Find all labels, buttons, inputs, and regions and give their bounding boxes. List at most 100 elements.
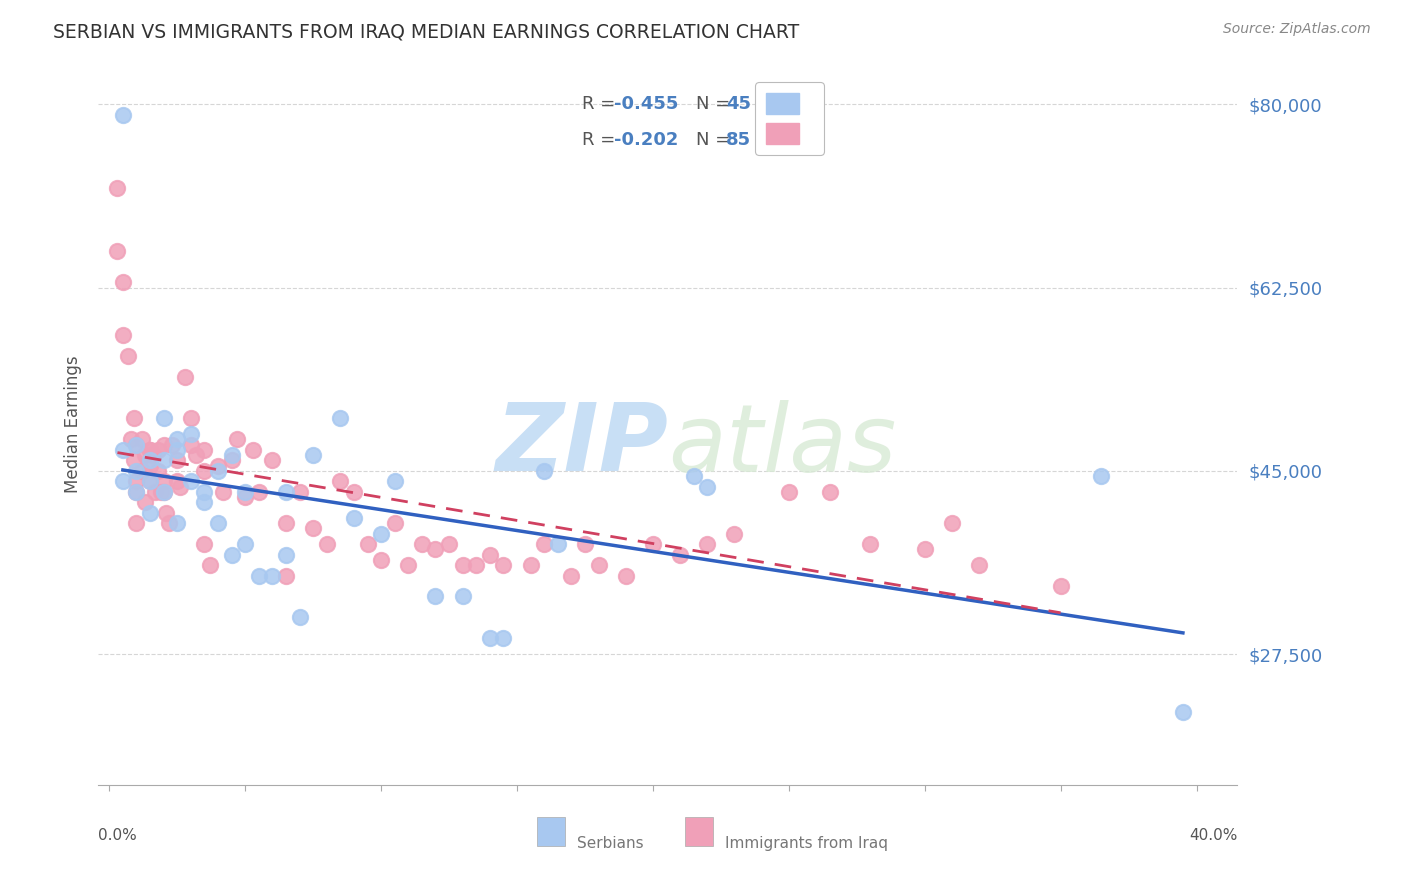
Point bbox=[329, 411, 352, 425]
Point bbox=[139, 506, 162, 520]
Point bbox=[174, 369, 197, 384]
Text: -0.455: -0.455 bbox=[614, 95, 679, 112]
Point bbox=[425, 542, 447, 557]
Point bbox=[139, 442, 162, 457]
Point bbox=[139, 453, 162, 467]
Point bbox=[186, 448, 208, 462]
Point bbox=[193, 495, 215, 509]
Point bbox=[111, 442, 134, 457]
Text: Source: ZipAtlas.com: Source: ZipAtlas.com bbox=[1223, 22, 1371, 37]
Point bbox=[696, 479, 718, 493]
Point bbox=[343, 484, 366, 499]
Point bbox=[859, 537, 882, 551]
Point bbox=[107, 244, 129, 258]
Bar bbox=[537, 817, 565, 847]
Text: -0.202: -0.202 bbox=[614, 131, 679, 149]
Point bbox=[262, 568, 284, 582]
Point bbox=[134, 495, 156, 509]
Point bbox=[396, 558, 419, 572]
Point bbox=[343, 511, 366, 525]
Point bbox=[696, 537, 718, 551]
Point bbox=[155, 506, 177, 520]
Legend: , : , bbox=[755, 82, 824, 154]
Point bbox=[207, 464, 229, 478]
Point bbox=[1049, 579, 1071, 593]
Point bbox=[967, 558, 990, 572]
Point bbox=[242, 442, 264, 457]
Point bbox=[180, 427, 202, 442]
Point bbox=[125, 475, 148, 489]
Point bbox=[778, 484, 800, 499]
Point bbox=[641, 537, 664, 551]
Point bbox=[221, 548, 243, 562]
Point bbox=[437, 537, 460, 551]
Point bbox=[111, 327, 134, 342]
Point bbox=[152, 484, 174, 499]
Point bbox=[193, 537, 215, 551]
Point bbox=[198, 558, 221, 572]
Text: atlas: atlas bbox=[668, 400, 896, 491]
Point bbox=[574, 537, 596, 551]
Point bbox=[111, 276, 134, 290]
Point bbox=[356, 537, 378, 551]
Point bbox=[111, 108, 134, 122]
Point bbox=[302, 521, 325, 535]
Point bbox=[134, 448, 156, 462]
Point bbox=[139, 475, 162, 489]
Point bbox=[221, 448, 243, 462]
Point bbox=[492, 632, 515, 646]
Point bbox=[125, 464, 148, 478]
Point bbox=[193, 484, 215, 499]
Point bbox=[142, 448, 165, 462]
Point bbox=[166, 442, 188, 457]
Point bbox=[478, 632, 501, 646]
Point bbox=[384, 516, 406, 531]
Point bbox=[533, 464, 555, 478]
Point bbox=[233, 490, 256, 504]
Point bbox=[148, 442, 170, 457]
Point bbox=[117, 349, 139, 363]
Point bbox=[125, 437, 148, 451]
Text: R =: R = bbox=[582, 95, 621, 112]
Text: 40.0%: 40.0% bbox=[1189, 829, 1237, 843]
Point bbox=[262, 453, 284, 467]
Point bbox=[193, 464, 215, 478]
Point bbox=[139, 458, 162, 473]
Point bbox=[723, 526, 745, 541]
Point bbox=[451, 590, 474, 604]
Point bbox=[166, 433, 188, 447]
Point bbox=[818, 484, 841, 499]
Point bbox=[122, 453, 145, 467]
Point bbox=[288, 484, 311, 499]
Text: 85: 85 bbox=[725, 131, 751, 149]
Point bbox=[247, 568, 270, 582]
Point bbox=[384, 475, 406, 489]
Point bbox=[425, 590, 447, 604]
Text: R =: R = bbox=[582, 131, 621, 149]
Y-axis label: Median Earnings: Median Earnings bbox=[65, 355, 83, 492]
Point bbox=[125, 484, 148, 499]
Point bbox=[169, 479, 191, 493]
Text: N =: N = bbox=[696, 131, 737, 149]
Text: Serbians: Serbians bbox=[576, 836, 644, 851]
Point bbox=[152, 437, 174, 451]
Bar bbox=[685, 817, 713, 847]
Point bbox=[451, 558, 474, 572]
Point bbox=[588, 558, 610, 572]
Point bbox=[207, 458, 229, 473]
Point bbox=[519, 558, 541, 572]
Point bbox=[180, 475, 202, 489]
Point bbox=[152, 484, 174, 499]
Point bbox=[166, 475, 188, 489]
Text: Immigrants from Iraq: Immigrants from Iraq bbox=[725, 836, 887, 851]
Point bbox=[120, 433, 142, 447]
Point bbox=[145, 484, 167, 499]
Point bbox=[533, 537, 555, 551]
Text: SERBIAN VS IMMIGRANTS FROM IRAQ MEDIAN EARNINGS CORRELATION CHART: SERBIAN VS IMMIGRANTS FROM IRAQ MEDIAN E… bbox=[53, 22, 800, 41]
Point bbox=[315, 537, 337, 551]
Point bbox=[1171, 705, 1194, 719]
Point bbox=[329, 475, 352, 489]
Point bbox=[166, 516, 188, 531]
Point bbox=[148, 464, 170, 478]
Point bbox=[478, 548, 501, 562]
